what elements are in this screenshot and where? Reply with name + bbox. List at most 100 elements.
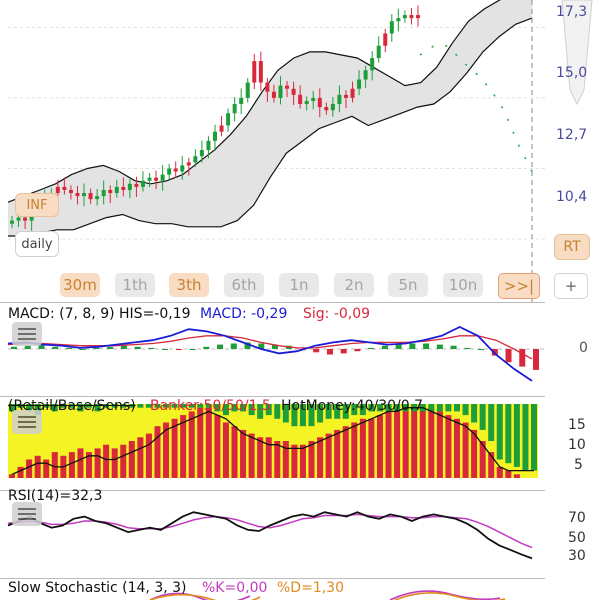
rsi-menu-icon[interactable] [12, 502, 42, 526]
banker-bar [51, 452, 58, 478]
retail-bar [94, 404, 101, 412]
macd-histogram-bar [120, 345, 127, 349]
banker-bar [402, 407, 409, 478]
macd-histogram-bar [230, 343, 237, 349]
banker-bar [299, 444, 306, 478]
banker-bar [334, 429, 341, 478]
banker-bar [505, 470, 512, 478]
banker-bar [94, 448, 101, 478]
candle-body [23, 217, 28, 221]
candle-body [16, 217, 21, 221]
banker-bar [479, 441, 486, 478]
banker-bar [419, 407, 426, 478]
retail-bar [291, 404, 298, 427]
period-button-30m[interactable]: 30m [60, 273, 100, 297]
candle-body [258, 61, 263, 83]
retail-bar [43, 404, 50, 408]
banker-bar [368, 418, 375, 478]
period-button-6th[interactable]: 6th [224, 273, 264, 297]
price-chart [7, 0, 593, 302]
money-tick-10: 10 [568, 437, 586, 453]
banker-bar [111, 448, 118, 478]
retail-bar [248, 404, 255, 416]
retail-bar [274, 404, 281, 419]
price-tick-4: 10,4 [556, 189, 588, 205]
macd-histogram-bar [505, 349, 512, 363]
banker-bar [128, 441, 135, 478]
candle-body [68, 189, 73, 194]
candle-body [62, 186, 67, 190]
banker-bar [34, 455, 41, 478]
macd-histogram-bar [450, 345, 457, 349]
rsi-chart [0, 490, 545, 560]
macd-histogram-bar [436, 344, 443, 349]
macd-menu-icon[interactable] [12, 322, 42, 346]
candle-body [396, 18, 401, 22]
candle-body [311, 97, 316, 101]
retail-bar [128, 404, 135, 408]
period-button-1n[interactable]: 1n [279, 273, 319, 297]
candle-body [350, 88, 355, 98]
daily-button[interactable]: daily [15, 231, 59, 257]
banker-bar [325, 433, 332, 478]
macd-histogram-bar [107, 346, 114, 349]
retail-bar [317, 404, 324, 423]
candle-body [265, 82, 270, 92]
macd-histogram [11, 342, 539, 370]
banker-bar [188, 411, 195, 478]
banker-bar [86, 452, 93, 478]
rsi-line [7, 511, 533, 560]
retail-bar [479, 404, 486, 430]
candle-body [245, 82, 250, 98]
retail-bar [111, 404, 118, 408]
period-button-3th[interactable]: 3th [169, 273, 209, 297]
price-tick-3: 12,7 [556, 127, 588, 143]
banker-bar [342, 426, 349, 478]
macd-histogram-bar [217, 344, 224, 349]
price-tick-2: 15,0 [556, 65, 588, 81]
rsi-label: RSI(14)=32,3 [8, 488, 103, 504]
retail-bar [188, 404, 195, 408]
period-button-2n[interactable]: 2n [334, 273, 374, 297]
banker-bar [471, 429, 478, 478]
period-button-10n[interactable]: 10n [443, 273, 483, 297]
candle-body [357, 79, 362, 89]
retail-bar [103, 404, 110, 408]
candle-body [199, 150, 204, 157]
banker-bar [291, 444, 298, 478]
candle-body [343, 94, 348, 98]
macd-histogram-bar [478, 349, 485, 350]
period-button-1th[interactable]: 1th [115, 273, 155, 297]
retail-bar [488, 404, 495, 441]
retail-bar [428, 404, 435, 412]
retail-bar [68, 404, 75, 408]
retail-bar [240, 404, 247, 412]
money-flow-chart [0, 396, 545, 478]
banker-bar [17, 466, 24, 478]
inf-button[interactable]: INF [15, 193, 59, 217]
banker-bar [145, 433, 152, 478]
banker-bar [436, 411, 443, 478]
rsi-tick-50: 50 [568, 530, 586, 546]
candle-body [55, 186, 60, 194]
add-button[interactable]: + [554, 273, 588, 299]
rt-button[interactable]: RT [554, 234, 590, 260]
money-menu-icon[interactable] [12, 410, 42, 434]
candle-body [298, 94, 303, 105]
banker-bar [180, 415, 187, 478]
banker-bar [265, 437, 272, 478]
retail-bar [86, 404, 93, 408]
candle-body [10, 220, 14, 224]
period-button-5n[interactable]: 5n [388, 273, 428, 297]
jump-to-end-button[interactable]: >>| [498, 273, 540, 299]
retail-bar [145, 404, 152, 408]
banker-bar [205, 407, 212, 478]
banker-bar [231, 426, 238, 478]
signal-value: Sig: -0,09 [303, 306, 371, 322]
bollinger-lower-line [8, 17, 533, 237]
banker-bar [274, 441, 281, 478]
candle-body [271, 91, 276, 98]
retail-bar [505, 404, 512, 464]
candle-body [376, 45, 381, 59]
candle-body [75, 193, 80, 197]
